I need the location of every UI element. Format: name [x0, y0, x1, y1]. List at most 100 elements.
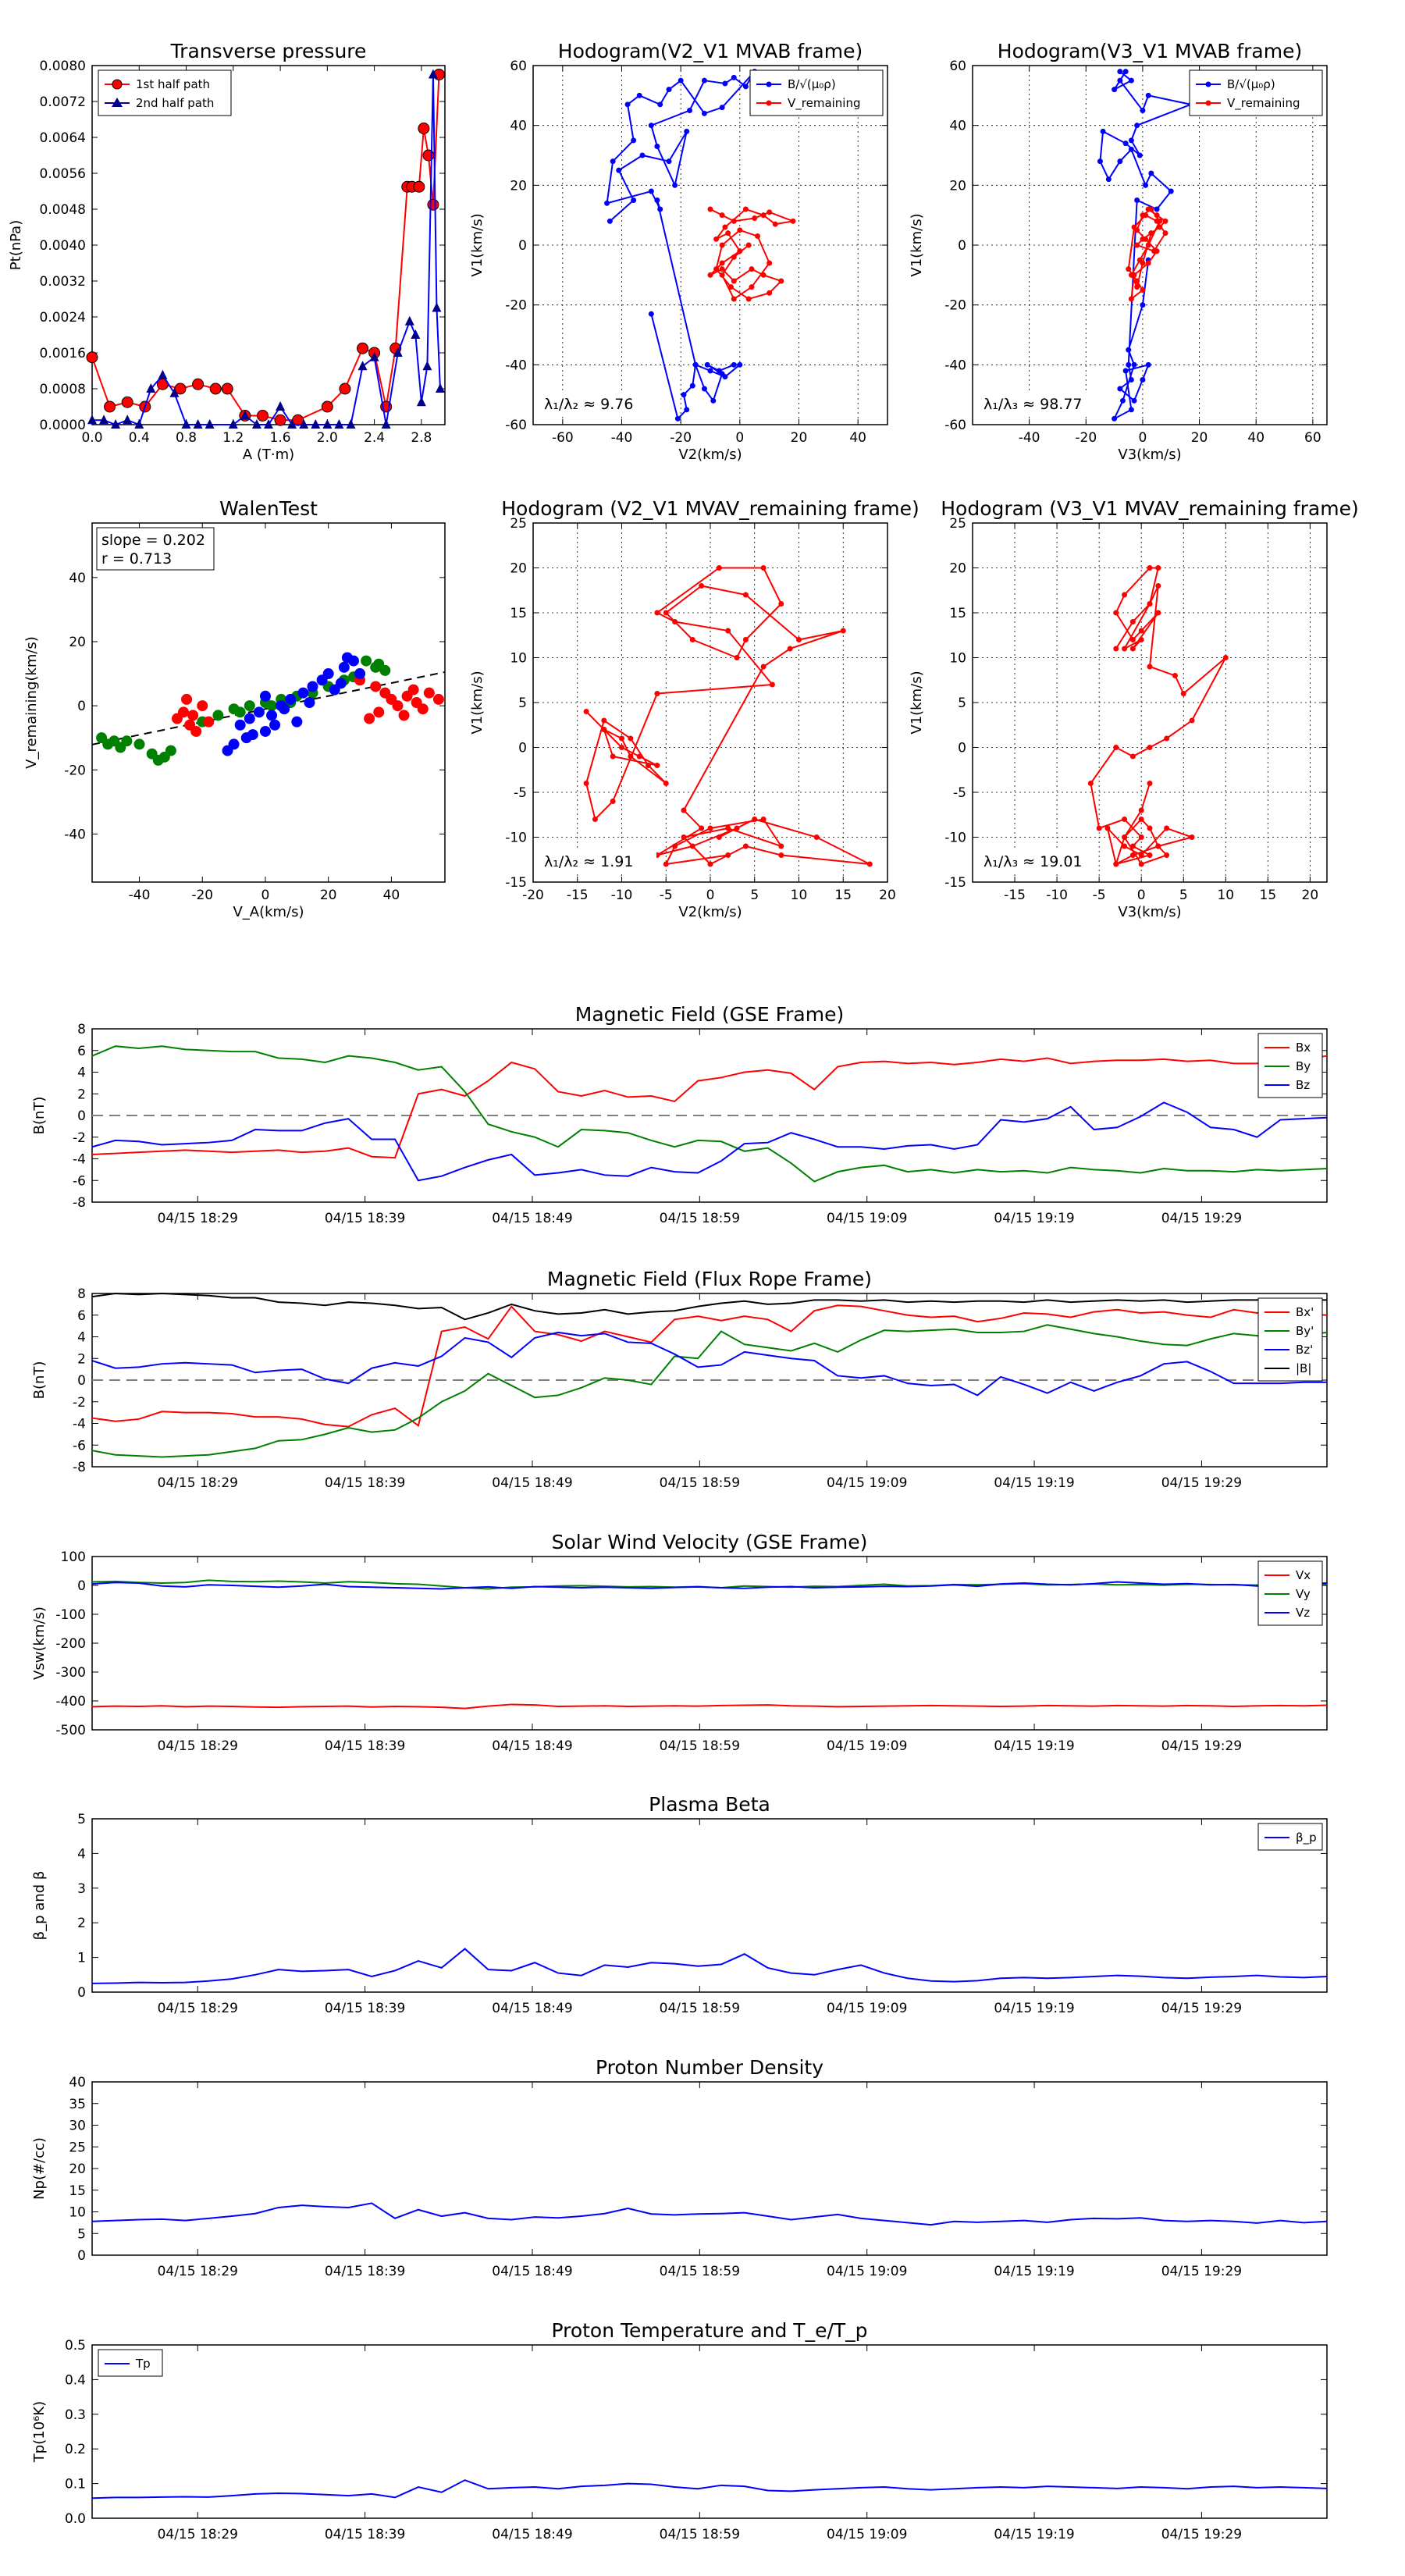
data-point: [1104, 825, 1111, 831]
y-tick-label: 4: [77, 1330, 86, 1346]
data-point: [716, 368, 722, 374]
data-point: [672, 843, 678, 849]
data-point: [259, 725, 271, 737]
data-point: [158, 369, 168, 379]
data-point: [411, 329, 421, 339]
x-tick-label: 04/15 19:09: [827, 1211, 907, 1226]
data-point: [99, 415, 109, 425]
data-point: [304, 697, 315, 708]
x-tick-label: 04/15 19:19: [994, 2527, 1074, 2542]
data-point: [689, 637, 695, 642]
plot-area: [91, 1818, 1328, 1993]
legend-label: Tp: [135, 2357, 151, 2371]
data-point: [604, 200, 610, 206]
data-point: [1180, 691, 1186, 696]
data-point: [244, 700, 255, 712]
data-point: [725, 230, 731, 237]
data-point: [646, 763, 652, 768]
data-point: [169, 387, 180, 397]
data-point: [760, 565, 767, 571]
data-point: [1148, 230, 1154, 237]
legend-marker: [112, 79, 123, 90]
data-point: [742, 843, 749, 849]
slope-annotation: slope = 0.202: [101, 532, 205, 549]
data-point: [767, 209, 773, 215]
data-point: [1147, 781, 1153, 786]
data-point: [796, 637, 802, 642]
data-point: [222, 745, 233, 756]
data-point: [181, 419, 191, 429]
data-point: [1113, 861, 1119, 867]
data-point: [681, 807, 687, 813]
series-line-0: [585, 567, 870, 866]
y-axis-label: V1(km/s): [469, 213, 486, 276]
x-tick-label: 40: [849, 430, 866, 446]
y-tick-label: 0: [958, 238, 966, 254]
x-tick-label: 04/15 18:29: [158, 2527, 238, 2542]
x-tick-label: -10: [611, 888, 633, 903]
y-tick-label: -6: [73, 1173, 86, 1189]
data-point: [247, 729, 258, 741]
x-tick-label: 1.2: [222, 430, 244, 446]
x-axis-label: V_A(km/s): [233, 904, 304, 920]
data-point: [1145, 242, 1151, 248]
x-tick-label: 04/15 18:49: [492, 1738, 572, 1754]
series-line-1: [91, 1324, 1328, 1458]
data-point: [392, 700, 404, 712]
data-point: [297, 687, 309, 699]
y-tick-label: -500: [55, 1723, 86, 1738]
y-axis-label: Np(#/cc): [31, 2137, 48, 2200]
data-point: [628, 735, 634, 742]
data-point: [1126, 361, 1132, 368]
x-tick-label: -10: [1046, 888, 1068, 903]
chart-proton-temperature: Proton Temperature and T_e/T_p Tp(10⁶K) 0.…: [31, 2319, 1328, 2542]
legend-frame: [1257, 1297, 1323, 1382]
data-point: [1140, 260, 1146, 266]
y-tick-label: -5: [953, 785, 966, 801]
plot-area: [91, 1028, 1328, 1203]
y-tick-label: 6: [77, 1308, 86, 1324]
x-tick-label: -20: [670, 430, 692, 446]
y-tick-label: 20: [949, 561, 966, 577]
data-point: [291, 716, 303, 728]
legend-label: V_remaining: [788, 96, 861, 111]
data-point: [123, 415, 133, 425]
x-tick-label: 04/15 19:09: [827, 2264, 907, 2279]
data-point: [689, 382, 695, 389]
chart-title: Plasma Beta: [649, 1793, 770, 1816]
legend-label: Bz: [1296, 1078, 1310, 1092]
data-point: [423, 687, 435, 699]
data-point: [719, 105, 725, 111]
data-point: [1138, 834, 1144, 840]
data-point: [264, 419, 273, 429]
y-tick-label: 25: [510, 516, 527, 532]
legend-label: Bx: [1296, 1041, 1311, 1055]
x-tick-label: 04/15 19:29: [1161, 2264, 1242, 2279]
series-line-0: [91, 1304, 1328, 1428]
chart-hodogram-v2v1-mvab: Hodogram(V2_V1 MVAB frame) V1(km/s) V2(km/…: [469, 40, 888, 463]
data-point: [1119, 397, 1126, 404]
data-point: [704, 361, 710, 368]
data-point: [334, 419, 344, 429]
x-tick-label: 04/15 18:49: [492, 2001, 572, 2016]
data-point: [369, 351, 379, 361]
data-point: [719, 260, 725, 266]
data-point: [1129, 852, 1136, 858]
x-tick-label: 0: [1139, 430, 1147, 446]
data-point: [209, 382, 222, 395]
x-tick-label: 04/15 19:29: [1161, 1211, 1242, 1226]
legend: Bx By Bz: [1257, 1033, 1323, 1098]
data-point: [639, 152, 646, 158]
data-point: [418, 123, 430, 134]
x-tick-label: -15: [567, 888, 589, 903]
series-line-0: [91, 1948, 1328, 1984]
x-tick-label: 04/15 18:29: [158, 2001, 238, 2016]
x-tick-label: 04/15 18:29: [158, 1211, 238, 1226]
series-line-2: [91, 1581, 1328, 1590]
chart-title: Hodogram (V2_V1 MVAV_remaining frame): [501, 497, 919, 520]
x-tick-label: -20: [522, 888, 544, 903]
x-tick-label: 04/15 19:19: [994, 2264, 1074, 2279]
y-tick-label: 15: [69, 2183, 86, 2199]
y-tick-label: -4: [73, 1417, 86, 1432]
